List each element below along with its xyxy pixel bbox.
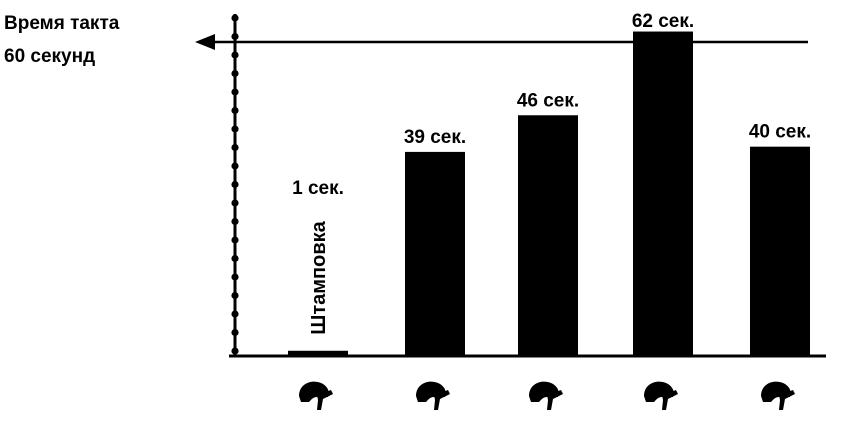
y-axis-dot: [231, 310, 239, 318]
value-label-5: 40 сек.: [749, 122, 811, 143]
y-axis-dot: [231, 51, 239, 59]
value-label-3: 46 сек.: [517, 90, 579, 111]
y-axis-dot: [231, 254, 239, 263]
worker-icon: [299, 381, 333, 410]
y-axis-dot: [231, 236, 239, 244]
worker-icon: [761, 381, 795, 410]
value-label-1: 1 сек.: [292, 178, 344, 199]
y-axis-dot: [231, 347, 239, 355]
category-label-3: Сварка: [538, 219, 560, 291]
value-label-4: 62 сек.: [632, 11, 694, 32]
worker-icon: [416, 381, 450, 410]
bar-2: [405, 151, 465, 356]
bar-5: [750, 146, 810, 356]
y-axis-dot: [231, 106, 239, 115]
bar-4: [633, 31, 693, 357]
y-axis-dot: [231, 69, 239, 78]
y-axis-dot: [231, 291, 239, 300]
worker-icon: [529, 381, 563, 410]
y-axis-dot: [231, 217, 239, 226]
takt-time-label-line2: 60 секунд: [4, 46, 95, 67]
y-axis-dot: [231, 88, 239, 96]
category-label-4: Сборка: [653, 218, 675, 291]
y-axis-dot: [231, 199, 239, 207]
takt-time-arrowhead: [195, 34, 215, 50]
takt-time-label-line1: Время такта: [4, 13, 120, 34]
y-axis-dot: [231, 125, 239, 133]
bar-1: [288, 350, 348, 356]
category-label-2: Сварка: [425, 219, 447, 291]
y-axis: [231, 14, 239, 356]
y-axis-dot: [231, 180, 239, 189]
bar-3: [518, 115, 578, 357]
category-label-5: Сборка: [770, 218, 792, 291]
worker-icon: [644, 381, 678, 410]
y-axis-dot: [231, 143, 239, 152]
category-label-1: Штамповка: [308, 220, 330, 334]
y-axis-dot: [231, 273, 239, 281]
y-axis-dot: [231, 162, 239, 170]
y-axis-dot: [231, 14, 239, 22]
value-label-2: 39 сек.: [404, 127, 466, 148]
y-axis-dot: [231, 32, 239, 41]
y-axis-dot: [231, 328, 239, 337]
